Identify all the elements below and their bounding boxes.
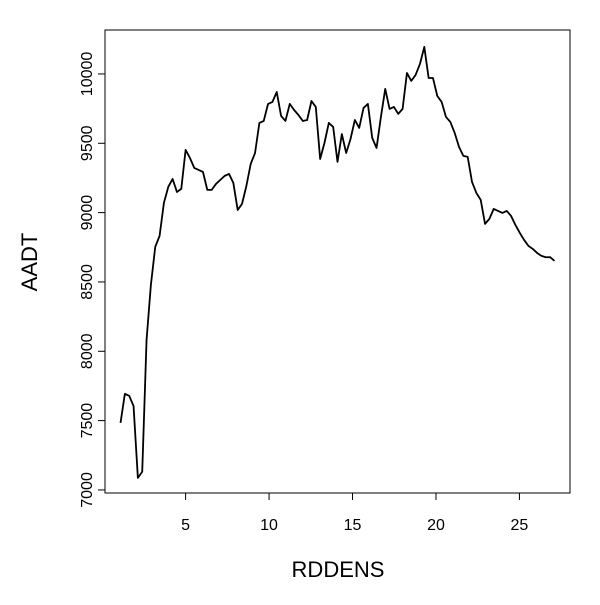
y-axis-title: AADT [17,233,42,292]
y-tick-label: 8500 [79,264,96,300]
y-tick-label: 9000 [79,195,96,231]
x-tick-label: 20 [427,517,445,534]
x-tick-label: 5 [181,517,190,534]
x-tick-label: 15 [344,517,362,534]
data-line [119,46,556,479]
plot-frame [104,29,571,494]
y-tick-label: 10000 [79,52,96,97]
x-tick-label: 10 [260,517,278,534]
x-axis-title: RDDENS [292,557,385,582]
y-tick-label: 7000 [79,472,96,508]
x-tick-label: 25 [511,517,529,534]
y-tick-label: 9500 [79,125,96,161]
y-tick-label: 8000 [79,333,96,369]
y-tick-label: 7500 [79,403,96,439]
